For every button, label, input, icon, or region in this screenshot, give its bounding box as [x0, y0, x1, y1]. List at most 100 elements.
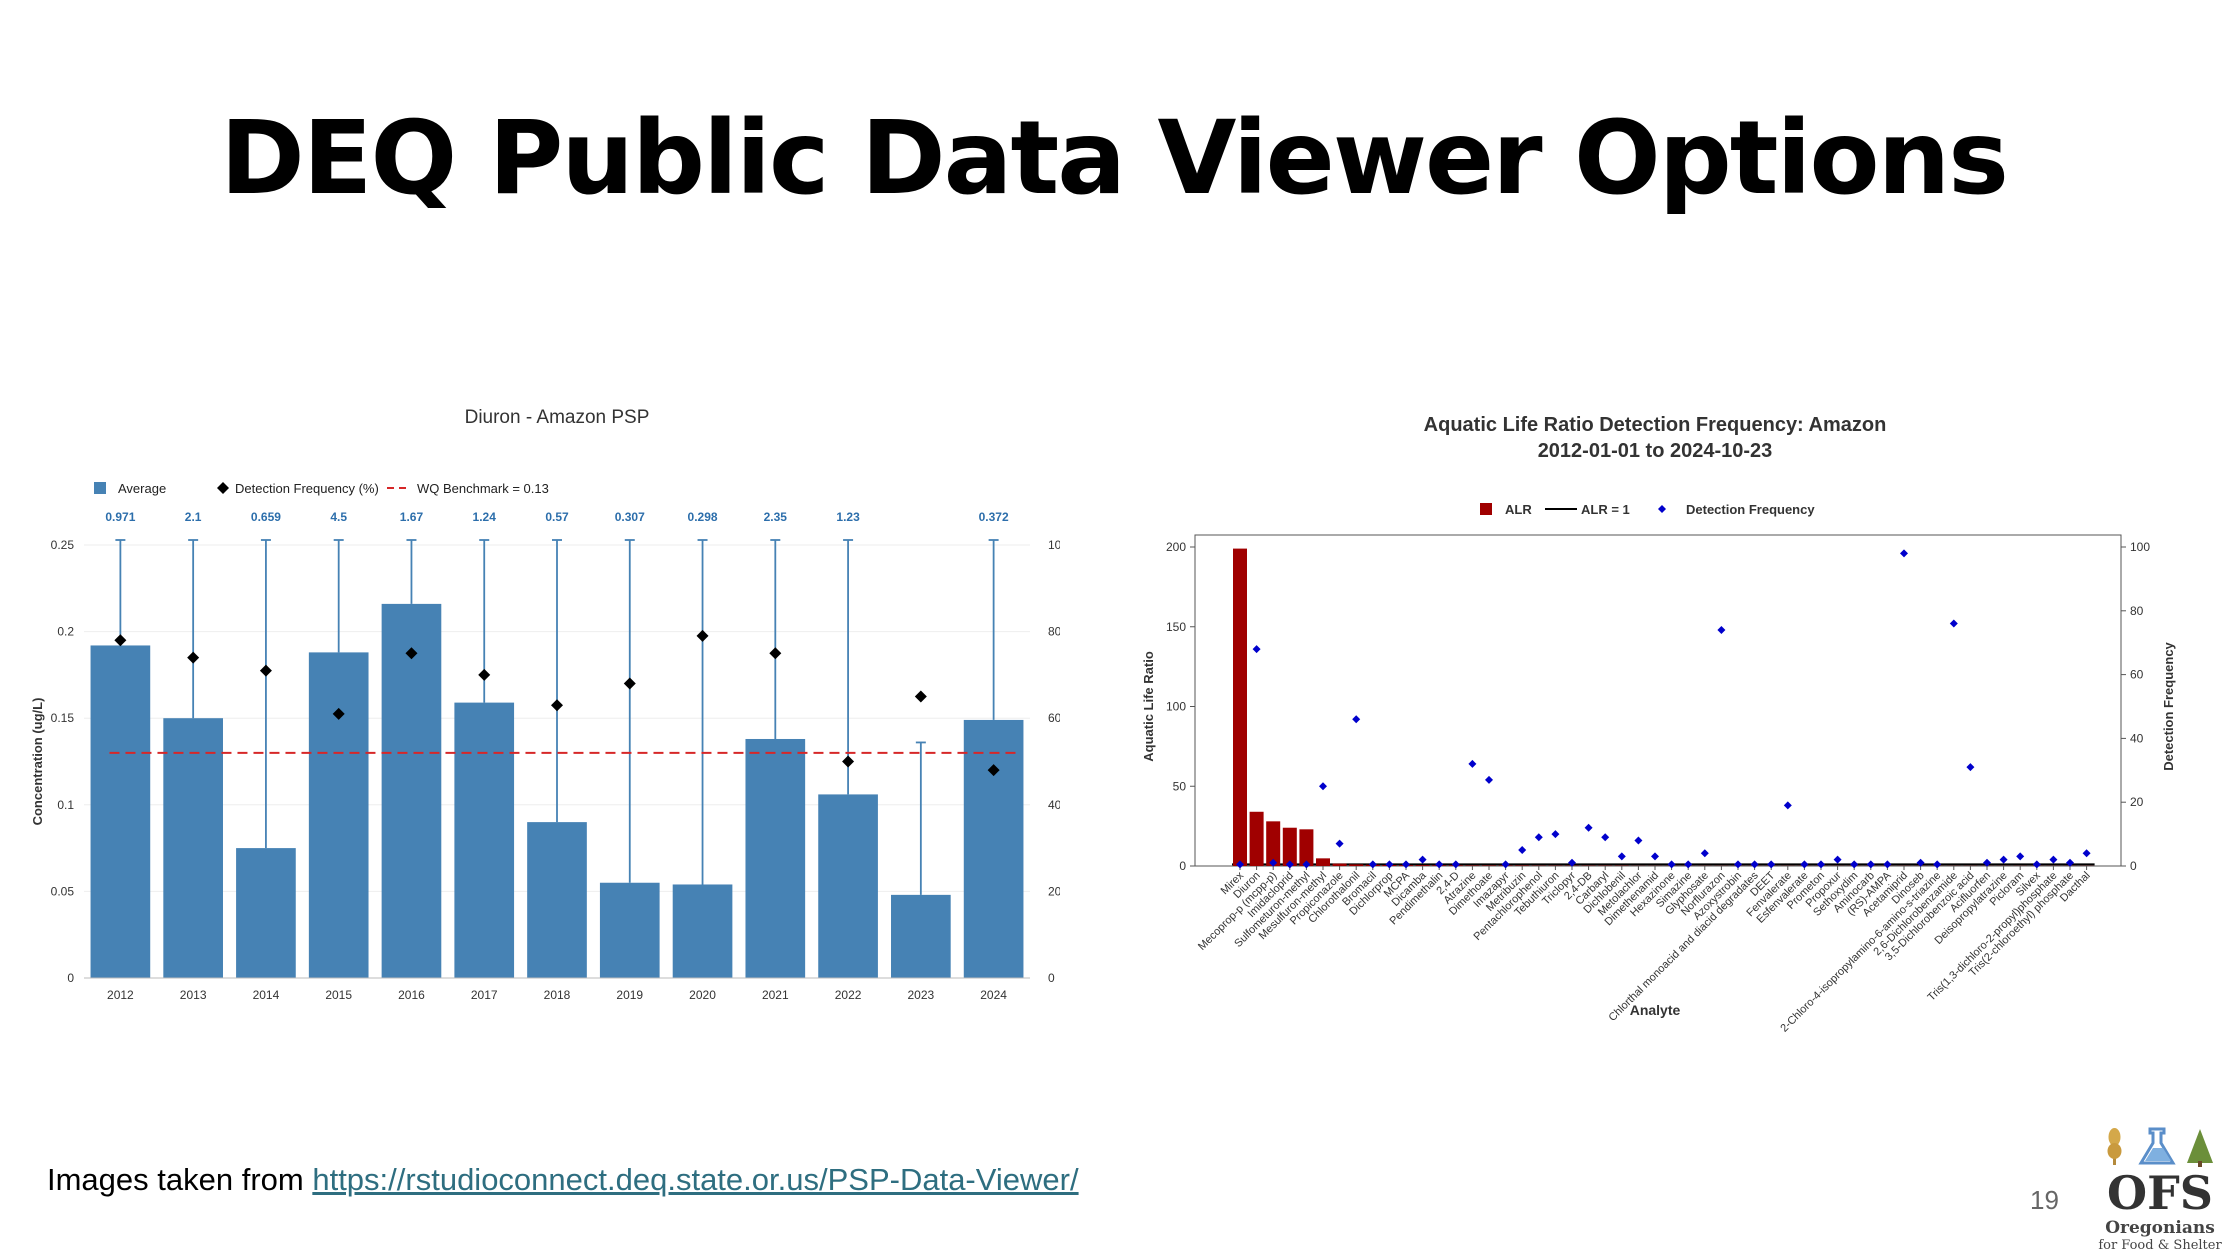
detection-marker	[1285, 860, 1294, 869]
detection-marker	[1352, 715, 1361, 724]
detection-marker	[1551, 830, 1560, 839]
max-value-label: 0.298	[688, 510, 718, 524]
detection-marker	[1518, 846, 1527, 855]
x-axis-label: Analyte	[1630, 1002, 1681, 1018]
y-tick-label: 0.15	[51, 711, 75, 725]
y-tick-label: 100	[1166, 700, 1186, 714]
detection-marker	[1734, 860, 1742, 869]
detection-marker	[1684, 860, 1693, 869]
x-tick-label: 2012	[107, 988, 134, 1002]
detection-marker	[1302, 860, 1311, 869]
detection-marker	[2032, 860, 2041, 869]
bar-average-2012	[90, 645, 151, 978]
alr-bar	[1349, 864, 1364, 866]
detection-marker-2013	[187, 651, 200, 664]
chart-title: Aquatic Life Ratio Detection Frequency: …	[1424, 414, 1887, 436]
detection-marker-2012	[114, 634, 127, 647]
detection-marker	[1252, 645, 1261, 654]
x-tick-label: 2016	[398, 988, 425, 1002]
bar-average-2021	[745, 738, 806, 978]
detection-marker	[1916, 858, 1925, 867]
max-value-label: 4.5	[330, 510, 347, 524]
detection-marker	[1468, 759, 1477, 768]
y2-tick-label: 80	[2130, 604, 2144, 618]
detection-marker	[1883, 860, 1892, 869]
detection-marker-2016	[405, 647, 418, 660]
diuron-chart: Diuron - Amazon PSP Average Detection Freq…	[30, 407, 1060, 1002]
source-link[interactable]: https://rstudioconnect.deq.state.or.us/P…	[312, 1162, 1079, 1197]
max-value-label: 1.67	[400, 510, 424, 524]
detection-marker	[1385, 860, 1394, 869]
slide-title: DEQ Public Data Viewer Options	[220, 99, 2009, 218]
x-tick-label: 2021	[762, 988, 789, 1002]
detection-marker	[1767, 860, 1776, 869]
detection-marker	[1850, 860, 1859, 869]
max-value-label: 0.659	[251, 510, 281, 524]
legend-label-alr1: ALR = 1	[1581, 502, 1630, 517]
detection-marker	[1634, 836, 1643, 845]
x-tick-label: 2018	[544, 988, 571, 1002]
bar-average-2018	[527, 822, 587, 978]
alr-bar	[1233, 548, 1247, 866]
detection-marker	[1601, 833, 1610, 842]
y-tick-label: 0.2	[57, 625, 74, 639]
legend-label-detection: Detection Frequency	[1686, 502, 1815, 517]
detection-marker	[1402, 860, 1410, 869]
detection-marker	[1667, 860, 1676, 869]
alr-chart: Aquatic Life Ratio Detection Frequency: …	[1141, 414, 2176, 1035]
detection-marker	[1319, 782, 1327, 791]
x-tick-label: 2015	[325, 988, 352, 1002]
y2-tick-label: 40	[2130, 731, 2144, 745]
detection-marker	[1933, 860, 1942, 869]
detection-marker	[1435, 860, 1444, 869]
legend-label-detection: Detection Frequency (%)	[235, 481, 379, 496]
detection-marker	[1783, 801, 1792, 810]
detection-marker-2023	[914, 690, 927, 703]
logo-text: OFS	[2107, 1166, 2213, 1220]
logo-subtitle-2: for Food & Shelter	[2098, 1238, 2222, 1253]
y-tick-label: 0.05	[51, 884, 75, 898]
bar-average-2017	[454, 702, 515, 978]
bar-average-2022	[818, 794, 878, 978]
chart-title: Diuron - Amazon PSP	[465, 407, 650, 428]
y2-tick-label: 20	[2130, 795, 2144, 809]
x-tick-label: 2013	[180, 988, 207, 1002]
bar-average-2024	[963, 719, 1024, 978]
alr-bar	[1282, 827, 1297, 866]
x-tick-label: 2014	[253, 988, 280, 1002]
y-tick-label: 50	[1173, 779, 1187, 793]
max-value-label: 0.971	[105, 510, 135, 524]
legend-marker-detection	[1658, 505, 1666, 513]
legend-label-benchmark: WQ Benchmark = 0.13	[417, 481, 549, 496]
max-value-label: 0.57	[545, 510, 569, 524]
max-value-label: 0.307	[615, 510, 645, 524]
y-tick-label: 0.1	[57, 798, 74, 812]
detection-marker	[2082, 849, 2091, 858]
detection-marker	[1335, 839, 1344, 848]
detection-marker-2022	[842, 755, 855, 768]
footer-prefix: Images taken from	[47, 1162, 313, 1197]
detection-marker	[1717, 625, 1726, 634]
chart-subtitle: 2012-01-01 to 2024-10-23	[1538, 440, 1773, 462]
y-tick-label: 200	[1166, 540, 1186, 554]
detection-marker	[1451, 860, 1460, 869]
y-axis-label: Aquatic Life Ratio	[1141, 651, 1156, 762]
legend-label-alr: ALR	[1505, 502, 1532, 517]
detection-marker-2015	[332, 707, 345, 720]
y2-tick-label: 60	[2130, 668, 2144, 682]
alr-bar	[1415, 865, 1430, 866]
x-tick-label: 2019	[616, 988, 643, 1002]
plot-frame	[1194, 534, 2122, 867]
max-value-label: 1.23	[836, 510, 860, 524]
detection-marker-2020	[696, 629, 709, 642]
x-tick-label: 2017	[471, 988, 498, 1002]
bar-average-2015	[308, 652, 369, 978]
detection-marker	[1999, 855, 2008, 864]
detection-marker	[1568, 858, 1576, 867]
x-tick-label: 2020	[689, 988, 716, 1002]
bar-average-2013	[163, 718, 223, 978]
bar-average-2014	[236, 848, 296, 978]
page-number: 19	[2030, 1185, 2059, 1215]
detection-marker	[1983, 858, 1991, 867]
detection-marker	[1368, 860, 1377, 869]
